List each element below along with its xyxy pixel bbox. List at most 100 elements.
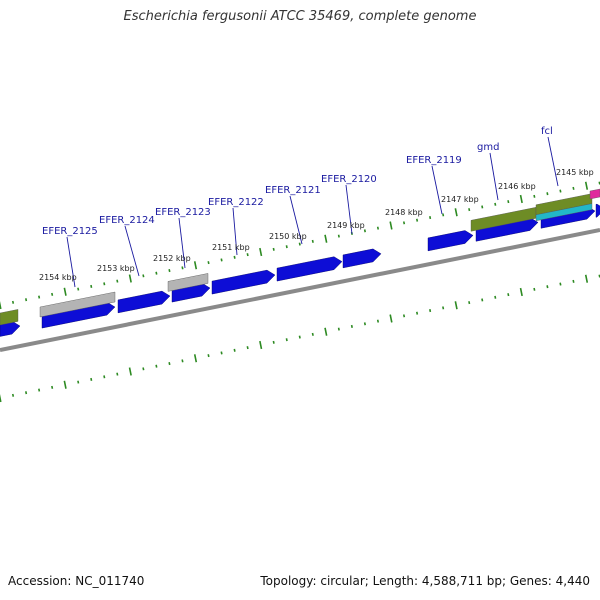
inner-tick <box>168 269 171 273</box>
inner-tick <box>116 279 119 283</box>
gene-label: EFER_2123 <box>155 207 211 218</box>
inner-tick <box>181 266 184 270</box>
gene-label: EFER_2124 <box>99 215 155 226</box>
inner-tick <box>51 292 54 296</box>
outer-tick <box>285 338 288 342</box>
outer-tick <box>233 348 236 352</box>
outer-tick <box>546 285 549 289</box>
gene-labels: EFER_2125EFER_2124EFER_2123EFER_2122EFER… <box>42 126 553 237</box>
outer-tick <box>468 301 471 305</box>
accession-text: Accession: NC_011740 <box>8 574 145 588</box>
outer-tick <box>193 354 198 363</box>
outer-tick <box>128 367 132 376</box>
inner-tick <box>246 253 249 257</box>
outer-tick <box>90 377 93 381</box>
outer-tick <box>168 362 171 366</box>
inner-tick <box>77 287 80 291</box>
inner-tick <box>389 221 393 230</box>
scale-label: 2147 kbp <box>441 195 479 204</box>
outer-tick <box>51 385 54 389</box>
gene-label: fcl <box>541 126 553 137</box>
inner-tick <box>298 242 301 246</box>
feature-cyan <box>535 203 593 222</box>
outer-tick <box>298 335 301 339</box>
outer-tick <box>324 327 328 336</box>
inner-tick <box>402 221 406 225</box>
inner-tick <box>454 208 458 217</box>
outer-tick <box>207 354 210 358</box>
label-leader-line <box>547 136 559 187</box>
scale-label: 2153 kbp <box>97 264 135 273</box>
inner-tick <box>259 247 263 257</box>
outer-tick <box>363 322 366 326</box>
inner-tick <box>272 247 275 251</box>
inner-tick <box>324 234 328 243</box>
label-leader-lines <box>66 136 559 288</box>
gene-label: gmd <box>477 142 499 153</box>
outer-tick <box>11 393 15 397</box>
topology-summary: Topology: circular; Length: 4,588,711 bp… <box>260 574 590 588</box>
scale-label: 2151 kbp <box>212 243 250 252</box>
outer-tick <box>155 364 158 368</box>
scale-label: 2150 kbp <box>269 232 307 241</box>
label-leader-line <box>431 165 443 215</box>
scale-label: 2152 kbp <box>153 254 191 263</box>
outer-tick <box>376 319 380 323</box>
inner-tick <box>90 284 93 288</box>
inner-tick <box>220 258 223 262</box>
outer-tick <box>507 293 510 297</box>
outer-tick <box>559 282 562 286</box>
outer-tick <box>533 287 536 291</box>
gene-label: EFER_2120 <box>321 174 377 185</box>
feature-magenta <box>589 188 600 200</box>
inner-tick <box>546 192 549 196</box>
outer-tick <box>350 324 353 328</box>
inner-tick <box>363 229 366 233</box>
inner-tick <box>0 300 2 310</box>
inner-tick <box>572 186 575 190</box>
inner-tick <box>103 282 106 286</box>
label-leader-line <box>489 152 499 201</box>
outer-tick <box>103 375 106 379</box>
scale-label: 2154 kbp <box>39 273 77 282</box>
label-leader-line <box>289 195 303 245</box>
inner-tick <box>233 255 236 259</box>
inner-tick <box>376 226 380 230</box>
outer-tick <box>442 306 445 310</box>
outer-tick <box>259 340 263 350</box>
inner-tick <box>533 194 536 198</box>
label-leader-line <box>345 184 353 235</box>
outer-tick <box>142 367 145 371</box>
outer-tick <box>63 380 67 389</box>
feature-track <box>0 188 600 337</box>
inner-tick <box>38 295 41 299</box>
outer-tick <box>494 295 497 299</box>
gene-label: EFER_2119 <box>406 155 462 166</box>
pseudogene-box <box>39 291 116 318</box>
outer-tick <box>220 351 223 355</box>
inner-tick <box>337 234 340 238</box>
cds-arrow <box>342 248 382 269</box>
feature-olive <box>0 309 19 326</box>
inner-tick <box>416 218 419 222</box>
outer-tick <box>389 314 393 323</box>
inner-tick <box>584 181 589 190</box>
outer-tick <box>38 388 41 392</box>
inner-tick <box>494 202 497 206</box>
label-leader-line <box>232 207 238 256</box>
scale-label: 2145 kbp <box>556 168 594 177</box>
scale-label: 2149 kbp <box>327 221 365 230</box>
outer-tick <box>116 372 119 376</box>
inner-tick <box>142 274 145 278</box>
map-title: Escherichia fergusonii ATCC 35469, compl… <box>123 9 477 24</box>
outer-tick <box>181 359 184 363</box>
outer-tick <box>481 298 484 302</box>
scale-labels: 2154 kbp 2153 kbp 2152 kbp 2151 kbp 2150 kbp… <box>39 168 594 282</box>
outer-tick <box>246 346 249 350</box>
inner-tick <box>193 261 198 270</box>
outer-tick <box>402 314 406 318</box>
inner-tick <box>207 261 210 265</box>
gene-label: EFER_2122 <box>208 197 264 208</box>
cds-arrow <box>595 203 600 218</box>
